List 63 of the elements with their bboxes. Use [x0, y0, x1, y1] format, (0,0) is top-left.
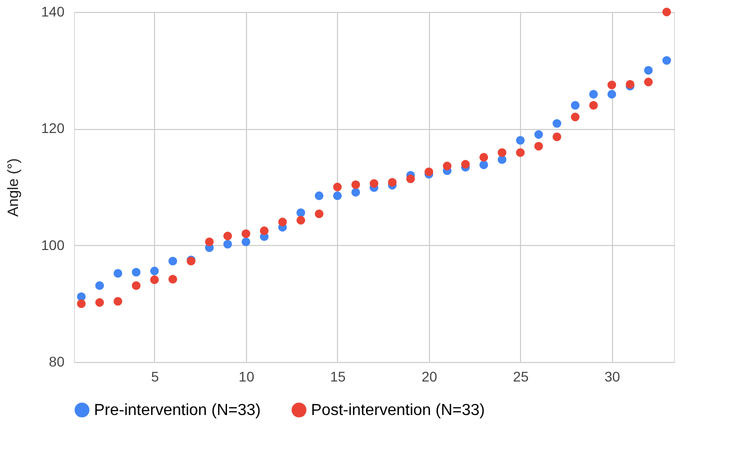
- point: [479, 152, 488, 162]
- point: [589, 101, 598, 110]
- point: [132, 268, 141, 276]
- y-tick-label: 140: [41, 4, 65, 20]
- point: [223, 240, 232, 248]
- point: [607, 80, 616, 90]
- point: [260, 226, 269, 236]
- point: [644, 78, 653, 86]
- point: [607, 90, 616, 99]
- point: [333, 182, 342, 192]
- point: [388, 178, 397, 187]
- point: [114, 269, 122, 278]
- point: [95, 298, 104, 307]
- point: [76, 299, 86, 308]
- point: [442, 162, 452, 170]
- y-tick-label: 120: [41, 120, 65, 136]
- point: [570, 112, 580, 122]
- point: [552, 132, 562, 142]
- point: [552, 119, 562, 128]
- point: [479, 160, 488, 170]
- point: [644, 66, 653, 75]
- legend-label: Post-intervention (N=33): [311, 402, 485, 419]
- point: [242, 238, 250, 246]
- point: [150, 275, 159, 284]
- point: [242, 229, 250, 238]
- point: [150, 266, 159, 276]
- point: [570, 101, 580, 110]
- point: [351, 180, 360, 189]
- point: [370, 179, 378, 188]
- point: [314, 191, 324, 200]
- point: [132, 281, 141, 290]
- x-tick-label: 25: [513, 368, 529, 384]
- point: [278, 218, 287, 226]
- y-tick-label: 80: [48, 354, 65, 370]
- point: [662, 8, 672, 16]
- point: [314, 210, 324, 218]
- x-tick-label: 20: [422, 368, 438, 384]
- point: [168, 274, 178, 284]
- point: [205, 238, 214, 246]
- x-tick-label: 10: [238, 368, 254, 384]
- point: [406, 174, 415, 184]
- point: [662, 56, 672, 65]
- point: [95, 281, 104, 290]
- point: [351, 188, 360, 197]
- point: [461, 160, 470, 169]
- point: [296, 216, 306, 225]
- y-axis-title: Angle (°): [5, 158, 22, 217]
- x-tick-label: 5: [151, 368, 160, 384]
- point: [534, 130, 543, 139]
- y-tick-label: 100: [41, 236, 65, 253]
- point: [516, 136, 525, 145]
- x-tick-label: 15: [330, 368, 346, 384]
- x-tick-label: 30: [604, 368, 620, 384]
- point: [296, 208, 306, 217]
- point: [534, 142, 543, 150]
- point: [589, 90, 598, 99]
- point: [223, 232, 232, 240]
- legend-label: Pre-intervention (N=33): [94, 402, 261, 419]
- point: [498, 148, 506, 157]
- point: [114, 297, 122, 306]
- point: [168, 256, 178, 266]
- point: [516, 148, 525, 157]
- point: [333, 191, 342, 200]
